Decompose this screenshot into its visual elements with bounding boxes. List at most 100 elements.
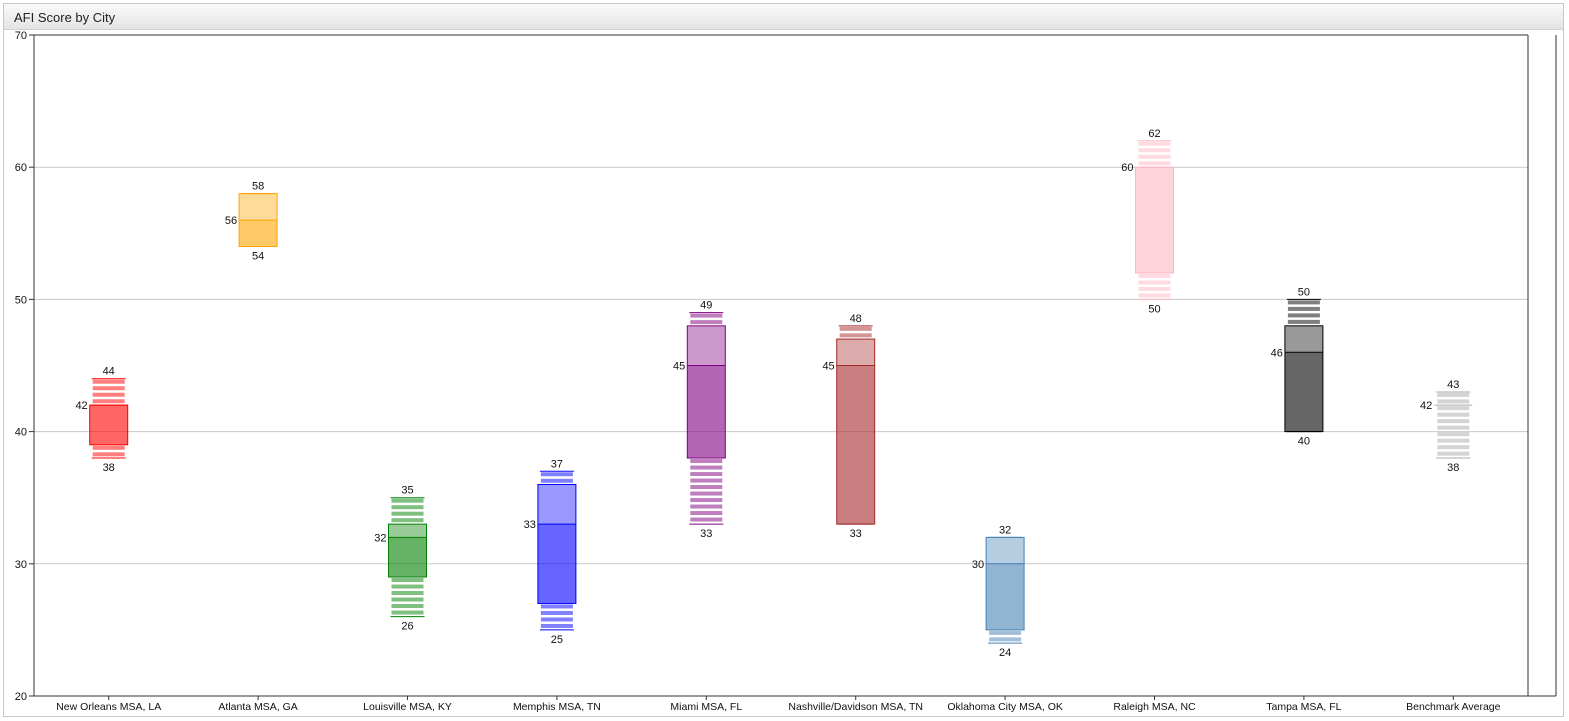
upper-whisker <box>1138 141 1171 166</box>
lower-whisker <box>1138 273 1171 298</box>
lower-whisker <box>690 459 723 522</box>
box-outline <box>537 483 577 604</box>
x-tick-label: Nashville/Davidson MSA, TN <box>788 701 923 713</box>
box-lower <box>687 365 726 459</box>
median-label: 42 <box>75 400 87 412</box>
x-tick-label: Raleigh MSA, NC <box>1113 701 1196 713</box>
whisker-stripe <box>839 333 872 338</box>
whisker-stripe <box>690 485 723 490</box>
max-label: 43 <box>1447 379 1459 391</box>
whisker-stripe <box>1138 141 1171 146</box>
median-label: 32 <box>374 532 386 544</box>
median-label: 46 <box>1271 347 1283 359</box>
whisker-stripe <box>1138 286 1171 291</box>
whisker-stripe <box>540 472 573 477</box>
whisker-stripe <box>92 379 125 384</box>
median-label: 45 <box>673 361 685 373</box>
lower-whisker <box>540 604 573 628</box>
whisker-stripe <box>690 478 723 483</box>
max-label: 37 <box>551 458 563 470</box>
whisker-stripe <box>1437 451 1470 456</box>
min-label: 33 <box>700 528 712 540</box>
whisker-stripe <box>92 452 125 457</box>
lower-whisker <box>1437 406 1470 456</box>
whisker-stripe <box>1287 306 1320 311</box>
whisker-stripe <box>540 610 573 615</box>
whisker-stripe <box>1138 280 1171 285</box>
max-label: 49 <box>700 300 712 312</box>
y-tick-label: 30 <box>15 559 27 571</box>
y-tick-label: 70 <box>15 30 27 42</box>
median-label: 33 <box>524 519 536 531</box>
box-lower <box>239 220 278 247</box>
min-label: 24 <box>999 647 1011 659</box>
lower-whisker <box>391 578 424 615</box>
box-outline <box>985 536 1025 631</box>
max-label: 50 <box>1298 286 1310 298</box>
upper-whisker <box>92 379 125 404</box>
median-label: 42 <box>1420 400 1432 412</box>
whisker-stripe <box>690 491 723 496</box>
whisker-stripe <box>1138 148 1171 153</box>
whisker-stripe <box>1138 273 1171 278</box>
max-label: 32 <box>999 524 1011 536</box>
whisker-stripe <box>92 445 125 450</box>
whisker-stripe <box>391 518 424 523</box>
whisker-stripe <box>690 517 723 522</box>
box-upper <box>239 193 278 221</box>
lower-whisker <box>92 445 125 457</box>
whisker-stripe <box>690 472 723 477</box>
upper-whisker <box>1437 392 1470 404</box>
whisker-stripe <box>690 459 723 464</box>
whisker-stripe <box>1437 438 1470 443</box>
x-tick-label: Tampa MSA, FL <box>1266 701 1341 713</box>
y-tick-label: 20 <box>15 691 27 703</box>
whisker-stripe <box>391 597 424 602</box>
box-upper <box>687 325 726 366</box>
whisker-stripe <box>1437 406 1470 411</box>
whisker-stripe <box>540 617 573 622</box>
max-label: 62 <box>1148 128 1160 140</box>
box-upper <box>537 484 576 525</box>
whisker-stripe <box>92 392 125 397</box>
box-lower <box>537 524 576 604</box>
whisker-stripe <box>1437 445 1470 450</box>
min-label: 26 <box>401 621 413 633</box>
whisker-stripe <box>391 505 424 510</box>
whisker-stripe <box>690 465 723 470</box>
whisker-stripe <box>1437 425 1470 430</box>
whisker-stripe <box>1437 419 1470 424</box>
whisker-stripe <box>989 630 1022 635</box>
median-label: 45 <box>822 361 834 373</box>
whisker-stripe <box>1287 319 1320 324</box>
whisker-stripe <box>690 498 723 503</box>
whisker-stripe <box>92 399 125 404</box>
max-label: 48 <box>850 313 862 325</box>
y-tick-label: 50 <box>15 294 27 306</box>
upper-whisker <box>391 498 424 523</box>
box-lower <box>1135 167 1174 273</box>
whisker-stripe <box>1437 392 1470 397</box>
whisker-stripe <box>1437 399 1470 404</box>
lower-whisker <box>989 630 1022 642</box>
whisker-stripe <box>92 386 125 391</box>
whisker-stripe <box>391 610 424 615</box>
box-lower <box>89 405 128 445</box>
whisker-stripe <box>690 511 723 516</box>
min-label: 33 <box>850 528 862 540</box>
upper-whisker <box>839 326 872 338</box>
whisker-stripe <box>1437 432 1470 437</box>
x-tick-label: Miami MSA, FL <box>670 701 742 713</box>
median-label: 56 <box>225 215 237 227</box>
x-tick-label: Atlanta MSA, GA <box>218 701 297 713</box>
upper-whisker <box>540 472 573 483</box>
box-outline <box>388 523 427 578</box>
min-label: 50 <box>1148 303 1160 315</box>
y-tick-label: 60 <box>15 162 27 174</box>
box-outline <box>686 325 726 459</box>
whisker-stripe <box>540 478 573 483</box>
whisker-stripe <box>391 604 424 609</box>
median-label: 60 <box>1121 162 1133 174</box>
upper-whisker <box>690 313 723 325</box>
whisker-stripe <box>540 623 573 628</box>
